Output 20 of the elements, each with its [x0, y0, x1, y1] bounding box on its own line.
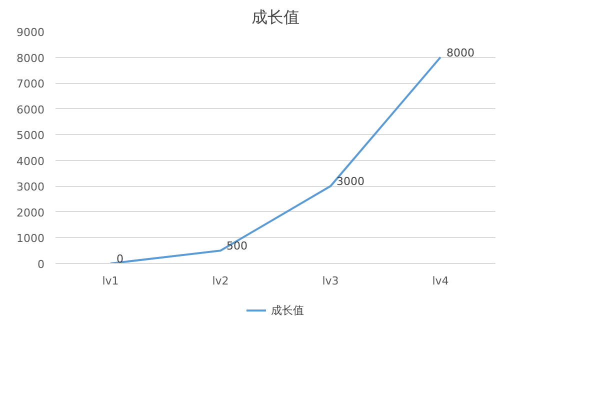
y-tick-label: 7000: [16, 78, 45, 91]
line-series: [110, 56, 442, 264]
y-tick-label: 6000: [16, 103, 45, 116]
y-tick-label: 4000: [16, 154, 45, 168]
y-tick-label: 5000: [16, 129, 45, 142]
x-tick-label: lv4: [432, 274, 449, 288]
data-label: 3000: [336, 175, 364, 188]
y-tick-label: 1000: [16, 232, 45, 246]
chart-title: 成长值: [252, 8, 300, 26]
y-tick-label: 8000: [16, 52, 45, 65]
x-tick-label: lv2: [212, 274, 229, 288]
y-tick-label: 9000: [16, 26, 45, 39]
x-tick-label: lv3: [322, 274, 339, 288]
y-tick-label: 3000: [16, 180, 45, 194]
data-label: 8000: [446, 46, 474, 60]
y-tick-label: 0: [38, 258, 44, 271]
x-tick-label: lv1: [102, 274, 119, 288]
legend-label: 成长值: [271, 302, 304, 318]
data-label: 500: [226, 240, 248, 253]
y-tick-label: 2000: [16, 206, 45, 220]
